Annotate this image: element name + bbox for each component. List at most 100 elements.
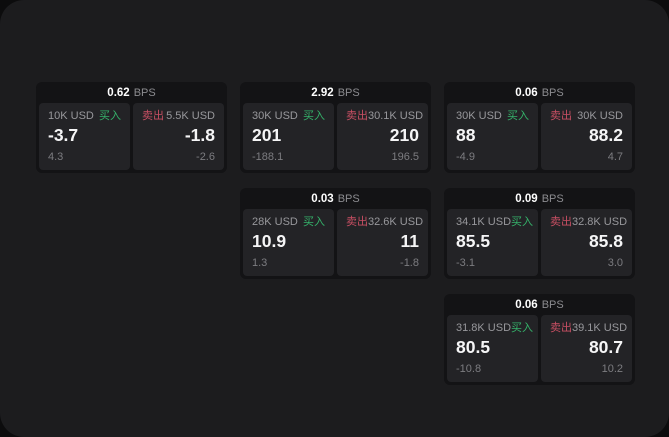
buy-labels-row: 31.8K USD 买入 — [456, 322, 533, 335]
sell-sub-value: -1.8 — [400, 256, 419, 269]
bps-unit-label: BPS — [337, 192, 360, 205]
buy-side-label: 买入 — [511, 322, 534, 334]
buy-side-label: 买入 — [511, 216, 534, 228]
sell-notional: 32.8K USD — [572, 216, 628, 228]
sell-price: -1.8 — [184, 125, 215, 146]
sell-panel[interactable]: 卖出 32.6K USD 11 -1.8 — [337, 209, 428, 276]
sell-notional: 32.6K USD — [368, 216, 424, 228]
buy-side-label: 买入 — [507, 110, 529, 122]
sell-sub-value: 3.0 — [607, 256, 623, 269]
bps-unit-label: BPS — [541, 192, 564, 205]
quote-card: 0.62 BPS 10K USD 买入 -3.7 4.3 卖出 5.5K USD — [36, 82, 227, 173]
buy-side-label: 买入 — [303, 216, 325, 228]
sell-side-label: 卖出 — [550, 322, 572, 334]
card-header: 0.62 BPS — [36, 82, 227, 103]
buy-panel[interactable]: 34.1K USD 买入 85.5 -3.1 — [447, 209, 538, 276]
card-header: 0.06 BPS — [444, 82, 635, 103]
card-header: 0.09 BPS — [444, 188, 635, 209]
bps-value: 0.06 — [515, 86, 538, 99]
sell-side-label: 卖出 — [142, 110, 164, 122]
buy-labels-row: 28K USD 买入 — [252, 216, 325, 229]
sell-notional: 30.1K USD — [368, 110, 424, 122]
sell-panel[interactable]: 卖出 30.1K USD 210 196.5 — [337, 103, 428, 170]
quote-cards-grid: 0.62 BPS 10K USD 买入 -3.7 4.3 卖出 5.5K USD — [36, 82, 635, 385]
buy-panel[interactable]: 30K USD 买入 88 -4.9 — [447, 103, 538, 170]
buy-panel[interactable]: 10K USD 买入 -3.7 4.3 — [39, 103, 130, 170]
sell-price: 80.7 — [588, 337, 623, 358]
bps-value: 0.62 — [107, 86, 130, 99]
sell-labels-row: 卖出 32.6K USD — [346, 216, 423, 229]
buy-labels-row: 10K USD 买入 — [48, 110, 121, 123]
buy-labels-row: 30K USD 买入 — [252, 110, 325, 123]
card-header: 0.06 BPS — [444, 294, 635, 315]
sell-labels-row: 卖出 5.5K USD — [142, 110, 215, 123]
buy-price: -3.7 — [48, 125, 79, 146]
sell-price: 85.8 — [588, 231, 623, 252]
bps-value: 2.92 — [311, 86, 334, 99]
buy-price: 201 — [252, 125, 282, 146]
sell-notional: 39.1K USD — [572, 322, 628, 334]
buy-panel[interactable]: 30K USD 买入 201 -188.1 — [243, 103, 334, 170]
card-body: 34.1K USD 买入 85.5 -3.1 卖出 32.8K USD 85.8… — [447, 209, 632, 276]
buy-sub-value: -188.1 — [252, 150, 284, 163]
sell-sub-value: 196.5 — [391, 150, 419, 163]
buy-panel[interactable]: 28K USD 买入 10.9 1.3 — [243, 209, 334, 276]
bps-unit-label: BPS — [133, 86, 156, 99]
sell-notional: 5.5K USD — [166, 110, 215, 122]
buy-price: 85.5 — [456, 231, 491, 252]
bps-value: 0.09 — [515, 192, 538, 205]
bps-value: 0.03 — [311, 192, 334, 205]
quote-card: 0.06 BPS 31.8K USD 买入 80.5 -10.8 卖出 39.1… — [444, 294, 635, 385]
sell-panel[interactable]: 卖出 32.8K USD 85.8 3.0 — [541, 209, 632, 276]
sell-panel[interactable]: 卖出 5.5K USD -1.8 -2.6 — [133, 103, 224, 170]
sell-price: 11 — [400, 231, 420, 252]
buy-sub-value: 1.3 — [252, 256, 268, 269]
buy-notional: 30K USD — [252, 110, 298, 122]
sell-labels-row: 卖出 30K USD — [550, 110, 623, 123]
buy-price: 88 — [456, 125, 476, 146]
sell-price: 88.2 — [588, 125, 623, 146]
buy-price: 80.5 — [456, 337, 491, 358]
bps-value: 0.06 — [515, 298, 538, 311]
sell-labels-row: 卖出 32.8K USD — [550, 216, 627, 229]
buy-notional: 31.8K USD — [456, 322, 512, 334]
buy-panel[interactable]: 31.8K USD 买入 80.5 -10.8 — [447, 315, 538, 382]
sell-price: 210 — [389, 125, 419, 146]
card-body: 31.8K USD 买入 80.5 -10.8 卖出 39.1K USD 80.… — [447, 315, 632, 382]
buy-notional: 28K USD — [252, 216, 298, 228]
buy-side-label: 买入 — [99, 110, 121, 122]
quote-card: 2.92 BPS 30K USD 买入 201 -188.1 卖出 30.1K … — [240, 82, 431, 173]
card-header: 0.03 BPS — [240, 188, 431, 209]
sell-sub-value: -2.6 — [196, 150, 215, 163]
sell-labels-row: 卖出 39.1K USD — [550, 322, 627, 335]
buy-labels-row: 34.1K USD 买入 — [456, 216, 533, 229]
sell-panel[interactable]: 卖出 30K USD 88.2 4.7 — [541, 103, 632, 170]
card-body: 30K USD 买入 88 -4.9 卖出 30K USD 88.2 4.7 — [447, 103, 632, 170]
buy-sub-value: -4.9 — [456, 150, 475, 163]
sell-notional: 30K USD — [577, 110, 623, 122]
buy-sub-value: 4.3 — [48, 150, 64, 163]
buy-labels-row: 30K USD 买入 — [456, 110, 529, 123]
buy-price: 10.9 — [252, 231, 287, 252]
quote-card: 0.06 BPS 30K USD 买入 88 -4.9 卖出 30K USD — [444, 82, 635, 173]
sell-panel[interactable]: 卖出 39.1K USD 80.7 10.2 — [541, 315, 632, 382]
buy-side-label: 买入 — [303, 110, 325, 122]
sell-side-label: 卖出 — [550, 110, 572, 122]
sell-labels-row: 卖出 30.1K USD — [346, 110, 423, 123]
sell-side-label: 卖出 — [346, 110, 368, 122]
sell-side-label: 卖出 — [346, 216, 368, 228]
buy-notional: 34.1K USD — [456, 216, 512, 228]
sell-sub-value: 4.7 — [607, 150, 623, 163]
card-body: 30K USD 买入 201 -188.1 卖出 30.1K USD 210 1… — [243, 103, 428, 170]
buy-notional: 10K USD — [48, 110, 94, 122]
bps-unit-label: BPS — [541, 86, 564, 99]
sell-sub-value: 10.2 — [601, 362, 623, 375]
buy-notional: 30K USD — [456, 110, 502, 122]
card-body: 10K USD 买入 -3.7 4.3 卖出 5.5K USD -1.8 -2.… — [39, 103, 224, 170]
buy-sub-value: -10.8 — [456, 362, 482, 375]
card-header: 2.92 BPS — [240, 82, 431, 103]
bps-unit-label: BPS — [541, 298, 564, 311]
buy-sub-value: -3.1 — [456, 256, 475, 269]
card-body: 28K USD 买入 10.9 1.3 卖出 32.6K USD 11 -1.8 — [243, 209, 428, 276]
